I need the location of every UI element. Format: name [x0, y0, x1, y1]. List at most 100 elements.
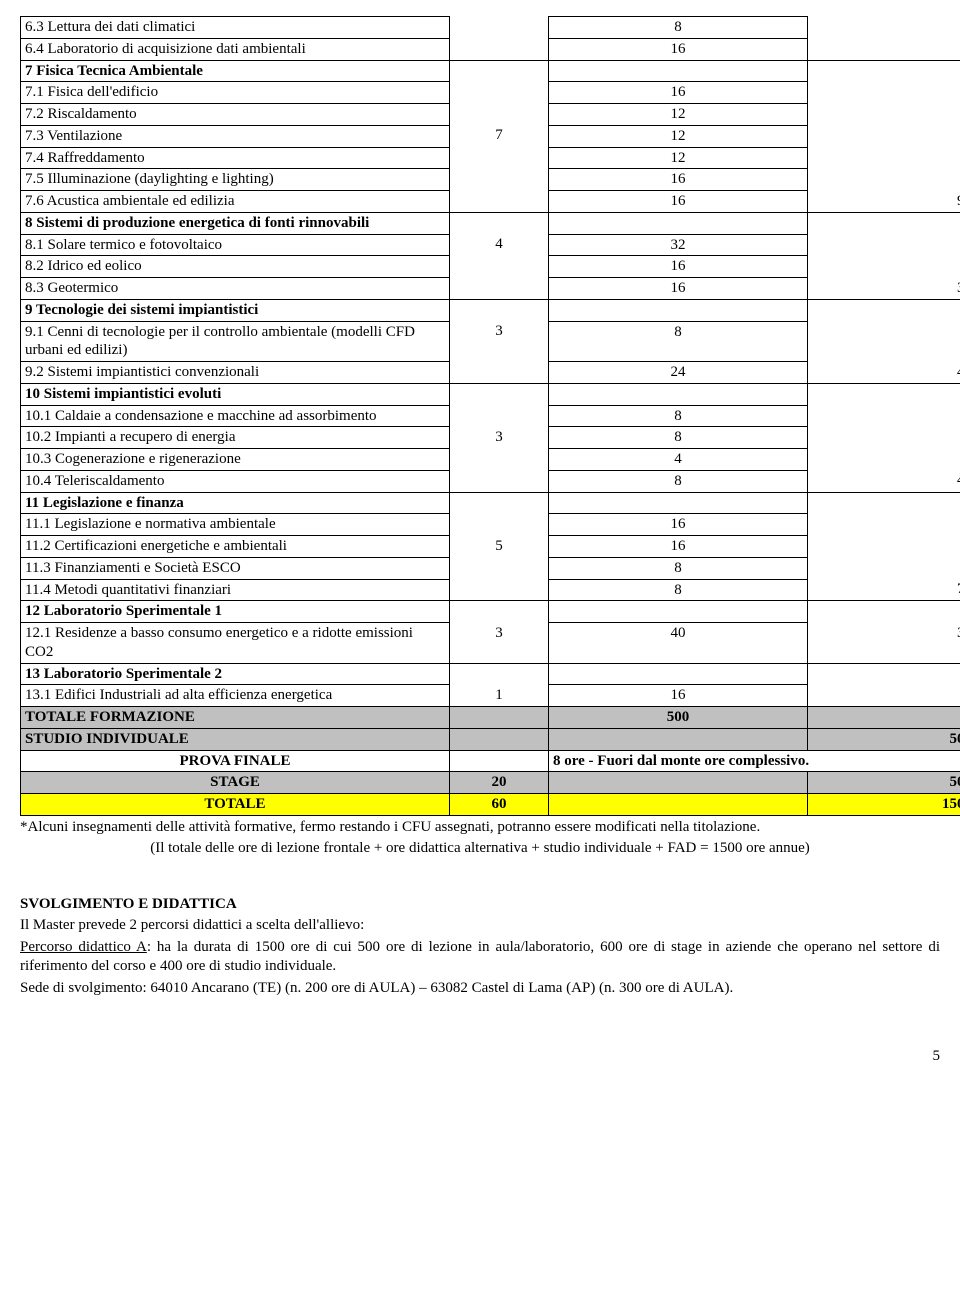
row-col-a [450, 557, 549, 579]
cell-empty [549, 794, 808, 816]
row-col-a [450, 405, 549, 427]
row-label: 7.5 Illuminazione (daylighting e lightin… [21, 169, 450, 191]
row-col-c [808, 147, 960, 169]
row-col-c [808, 536, 960, 558]
row-col-a [450, 579, 549, 601]
row-label: 9 Tecnologie dei sistemi impiantistici [21, 299, 450, 321]
row-col-c [808, 514, 960, 536]
row-col-b: 32 [549, 234, 808, 256]
row-col-b [549, 383, 808, 405]
row-col-c [808, 492, 960, 514]
row-col-b: 16 [549, 169, 808, 191]
row-col-c [808, 234, 960, 256]
section-title: SVOLGIMENTO E DIDATTICA [20, 895, 940, 915]
row-col-c: 91 [808, 191, 960, 213]
row-col-a: 4 [450, 234, 549, 256]
row-col-c [808, 557, 960, 579]
row-col-a [450, 38, 549, 60]
row-col-a [450, 492, 549, 514]
row-label: 6.3 Lettura dei dati climatici [21, 17, 450, 39]
row-label: 10.4 Teleriscaldamento [21, 470, 450, 492]
row-label: 6.4 Laboratorio di acquisizione dati amb… [21, 38, 450, 60]
row-label: 7.4 Raffreddamento [21, 147, 450, 169]
cell-empty [450, 707, 549, 729]
row-label: 7.1 Fisica dell'edificio [21, 82, 450, 104]
row-label: 7.3 Ventilazione [21, 125, 450, 147]
row-col-a: 5 [450, 536, 549, 558]
row-col-a [450, 362, 549, 384]
totale-cfu: 60 [450, 794, 549, 816]
row-label: 9.1 Cenni di tecnologie per il controllo… [21, 321, 450, 362]
row-label: 12 Laboratorio Sperimentale 1 [21, 601, 450, 623]
studio-individuale-label: STUDIO INDIVIDUALE [21, 728, 450, 750]
row-label: 11.2 Certificazioni energetiche e ambien… [21, 536, 450, 558]
row-col-b [549, 601, 808, 623]
footnote-2: (Il totale delle ore di lezione frontale… [20, 839, 940, 859]
row-col-c [808, 299, 960, 321]
row-col-b: 12 [549, 147, 808, 169]
row-label: 7.6 Acustica ambientale ed edilizia [21, 191, 450, 213]
body-intro: Il Master prevede 2 percorsi didattici a… [20, 916, 940, 936]
prova-finale-label: PROVA FINALE [21, 750, 450, 772]
row-label: 11.1 Legislazione e normativa ambientale [21, 514, 450, 536]
cell-empty [450, 728, 549, 750]
row-col-b [549, 663, 808, 685]
row-col-c [808, 60, 960, 82]
row-col-b: 16 [549, 82, 808, 104]
row-col-b: 16 [549, 38, 808, 60]
row-col-c [808, 212, 960, 234]
totale-formazione-val: 500 [549, 707, 808, 729]
row-col-c [808, 663, 960, 685]
row-label: 10.2 Impianti a recupero di energia [21, 427, 450, 449]
cell-empty [549, 772, 808, 794]
row-col-a [450, 278, 549, 300]
totale-formazione-label: TOTALE FORMAZIONE [21, 707, 450, 729]
row-col-b [549, 212, 808, 234]
stage-label: STAGE [21, 772, 450, 794]
row-col-c [808, 383, 960, 405]
row-col-a [450, 17, 549, 39]
row-col-a: 1 [450, 685, 549, 707]
row-col-a [450, 449, 549, 471]
curriculum-table: 6.3 Lettura dei dati climatici 8 6.4 Labor… [20, 16, 960, 816]
row-col-a [450, 60, 549, 82]
row-label: 11.4 Metodi quantitativi finanziari [21, 579, 450, 601]
row-col-a [450, 169, 549, 191]
row-col-b [549, 60, 808, 82]
row-col-c: 47 [808, 470, 960, 492]
row-col-a: 7 [450, 125, 549, 147]
row-col-a [450, 299, 549, 321]
row-col-c: 35 [808, 623, 960, 664]
row-col-b: 24 [549, 362, 808, 384]
row-col-b: 16 [549, 514, 808, 536]
row-col-c [808, 427, 960, 449]
totale-label: TOTALE [21, 794, 450, 816]
row-col-a [450, 212, 549, 234]
row-col-b: 4 [549, 449, 808, 471]
row-col-b: 16 [549, 278, 808, 300]
row-col-a: 3 [450, 623, 549, 664]
row-col-a [450, 601, 549, 623]
row-label: 11 Legislazione e finanza [21, 492, 450, 514]
prova-finale-text: 8 ore - Fuori dal monte ore complessivo. [549, 750, 960, 772]
row-label: 7.2 Riscaldamento [21, 104, 450, 126]
row-col-b [549, 492, 808, 514]
row-label: 8.1 Solare termico e fotovoltaico [21, 234, 450, 256]
row-col-c: 77 [808, 579, 960, 601]
row-col-c [808, 321, 960, 362]
row-col-b: 8 [549, 579, 808, 601]
row-col-c [808, 256, 960, 278]
row-col-b: 8 [549, 427, 808, 449]
row-col-b: 8 [549, 17, 808, 39]
row-col-a [450, 147, 549, 169]
row-label: 7 Fisica Tecnica Ambientale [21, 60, 450, 82]
row-col-b: 8 [549, 405, 808, 427]
row-label: 10.3 Cogenerazione e rigenerazione [21, 449, 450, 471]
cell-empty [549, 728, 808, 750]
row-col-c [808, 82, 960, 104]
row-label: 10 Sistemi impiantistici evoluti [21, 383, 450, 405]
cell-empty [450, 750, 549, 772]
path-a-rest: : ha la durata di 1500 ore di cui 500 or… [20, 939, 940, 975]
studio-individuale-val: 500 [808, 728, 960, 750]
row-col-a: 3 [450, 321, 549, 362]
